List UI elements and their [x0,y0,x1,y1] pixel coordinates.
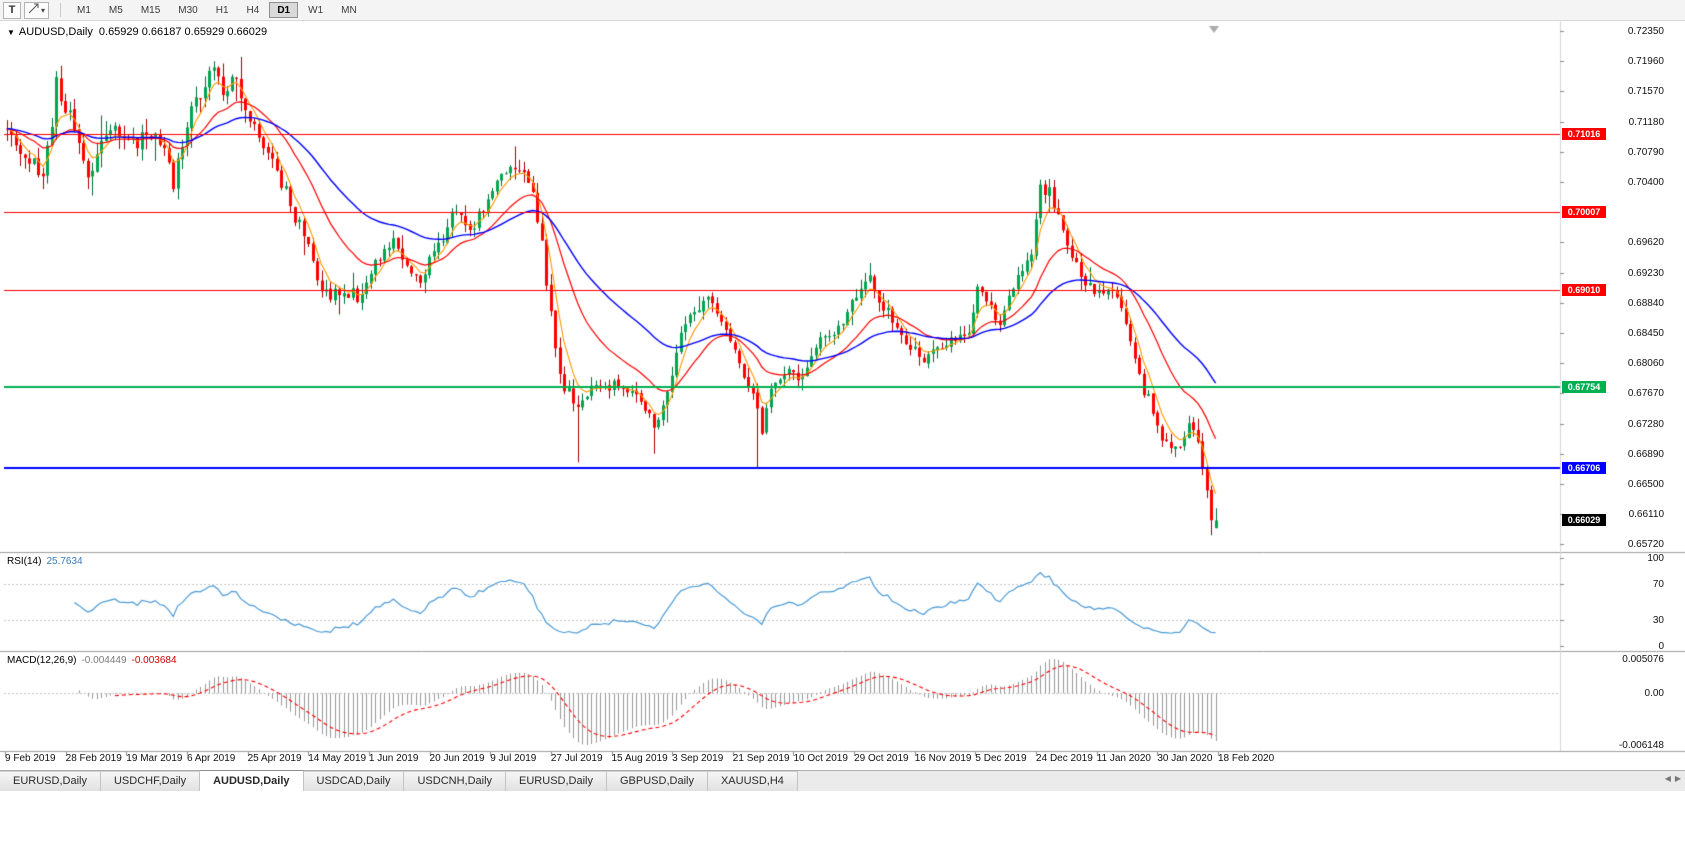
rsi-value: 25.7634 [46,556,83,567]
drawing-tool-icon [28,3,39,17]
price-axis-label: 0.66500 [1627,479,1664,490]
tab-eurusd-daily[interactable]: EURUSD,Daily [506,771,607,791]
toolbar-separator [60,3,62,17]
price-line-badge: 0.71016 [1562,128,1606,141]
chart-title: ▼ AUDUSD,Daily 0.65929 0.66187 0.65929 0.6… [7,26,267,38]
price-axis-label: 0.72350 [1627,26,1664,37]
date-axis-label: 25 Apr 2019 [247,753,302,764]
timeframe-button-m15[interactable]: M15 [140,4,161,16]
tab-audusd-daily[interactable]: AUDUSD,Daily [200,770,304,791]
chart-tabs: EURUSD,Daily USDCHF,Daily AUDUSD,Daily USDC… [0,770,798,791]
tab-scroll-buttons: ◀ ▶ [1665,774,1681,783]
price-axis-label: 0.66890 [1627,448,1664,460]
date-axis-label: 11 Jan 2020 [1096,753,1151,764]
tab-usdchf-daily[interactable]: USDCHF,Daily [100,771,201,791]
chart-ohlc-values: 0.65929 0.66187 0.65929 0.66029 [98,26,268,38]
macd-axis-label: 0.00 [1644,688,1664,700]
price-line-badge: 0.67754 [1562,380,1606,393]
price-axis-label: 0.71570 [1627,86,1664,98]
rsi-name: RSI(14) [7,556,42,567]
macd-axis-label: 0.005076 [1622,654,1664,665]
timeframe-button-m30[interactable]: M30 [178,4,198,16]
date-axis-label: 24 Dec 2019 [1036,753,1093,764]
price-axis-label: 0.68840 [1627,297,1664,309]
timeframe-button-d1[interactable]: D1 [269,2,299,18]
price-line-badge: 0.70007 [1562,206,1606,219]
date-axis-label: 28 Feb 2019 [65,753,122,764]
date-axis-label: 19 Mar 2019 [126,753,183,764]
price-axis-label: 0.67280 [1627,418,1664,430]
price-axis-label: 0.65720 [1627,539,1664,551]
date-axis-label: 20 Jun 2019 [429,753,485,764]
price-axis-label: 0.71180 [1628,116,1664,128]
chevron-down-icon: ▾ [41,5,46,15]
price-axis-label: 0.66110 [1628,509,1664,521]
tab-scroll-right-icon[interactable]: ▶ [1674,774,1681,783]
price-axis-label: 0.69620 [1627,237,1664,249]
date-axis-label: 9 Feb 2019 [5,753,56,764]
tab-eurusd-daily[interactable]: EURUSD,Daily [0,771,101,791]
date-axis-label: 9 Jul 2019 [490,753,537,764]
date-axis-label: 16 Nov 2019 [914,753,972,764]
toolbar: T ▾ M1 M5 M15 M30 H1 H4 D1 W1 MN [0,0,1685,21]
rsi-indicator-label: RSI(14) 25.7634 [7,556,83,567]
date-axis-label: 1 Jun 2019 [368,753,419,764]
timeframe-button-m1[interactable]: M1 [77,4,91,16]
date-axis-label: 10 Oct 2019 [793,753,848,764]
date-axis-label: 15 Aug 2019 [611,753,668,764]
macd-indicator-label: MACD(12,26,9) -0.004449 -0.003684 [7,655,177,666]
macd-axis-label: -0.006148 [1618,740,1664,751]
draw-tool-button[interactable]: ▾ [24,1,50,19]
price-axis-label: 0.68060 [1627,358,1664,370]
timeframe-button-m5[interactable]: M5 [108,4,123,16]
price-axis-label: 0.71960 [1627,56,1664,68]
rsi-axis-label: 0 [1658,641,1664,652]
price-axis-label: 0.70400 [1627,177,1664,188]
timeframe-group: M1 M5 M15 M30 H1 H4 D1 W1 MN [69,2,367,18]
price-axis-label: 0.68450 [1627,328,1664,339]
date-axis-label: 27 Jul 2019 [550,753,603,764]
current-price-badge: 0.66029 [1562,514,1606,527]
price-axis-label: 0.67670 [1627,388,1664,400]
macd-name: MACD(12,26,9) [7,655,77,666]
date-axis-label: 21 Sep 2019 [732,753,790,764]
rsi-axis-label: 30 [1652,614,1664,626]
date-axis-label: 5 Dec 2019 [975,753,1027,764]
rsi-axis-label: 100 [1647,553,1664,564]
date-axis-label: 6 Apr 2019 [186,753,236,764]
price-axis-label: 0.70790 [1627,146,1664,158]
timeframe-button-mn[interactable]: MN [341,4,357,16]
price-line-badge: 0.66706 [1562,462,1606,475]
text-tool-button[interactable]: T [3,1,21,19]
macd-signal-value: -0.003684 [131,655,177,666]
tab-usdcnh-daily[interactable]: USDCNH,Daily [404,771,507,791]
chart-symbol-period: AUDUSD,Daily [18,26,93,38]
tab-usdcad-daily[interactable]: USDCAD,Daily [303,771,405,791]
date-axis-label: 3 Sep 2019 [672,753,724,764]
chart-dropdown-icon[interactable]: ▼ [7,28,15,37]
timeframe-button-h1[interactable]: H1 [215,4,229,16]
tab-scroll-left-icon[interactable]: ◀ [1664,774,1671,783]
price-line-badge: 0.69010 [1562,283,1606,296]
date-axis-label: 29 Oct 2019 [854,753,909,764]
timeframe-button-w1[interactable]: W1 [308,4,324,16]
rsi-axis-label: 70 [1652,579,1664,591]
date-axis-label: 30 Jan 2020 [1157,753,1213,764]
date-axis-label: 18 Feb 2020 [1218,753,1275,764]
tab-gbpusd-daily[interactable]: GBPUSD,Daily [607,771,708,791]
date-axis-label: 14 May 2019 [308,753,367,764]
timeframe-button-h4[interactable]: H4 [246,4,260,16]
macd-main-value: -0.004449 [81,655,127,666]
price-axis-label: 0.69230 [1627,267,1664,279]
tab-xauusd-h4[interactable]: XAUUSD,H4 [707,771,798,791]
chart-tab-bar: EURUSD,Daily USDCHF,Daily AUDUSD,Daily USDC… [0,770,1685,791]
